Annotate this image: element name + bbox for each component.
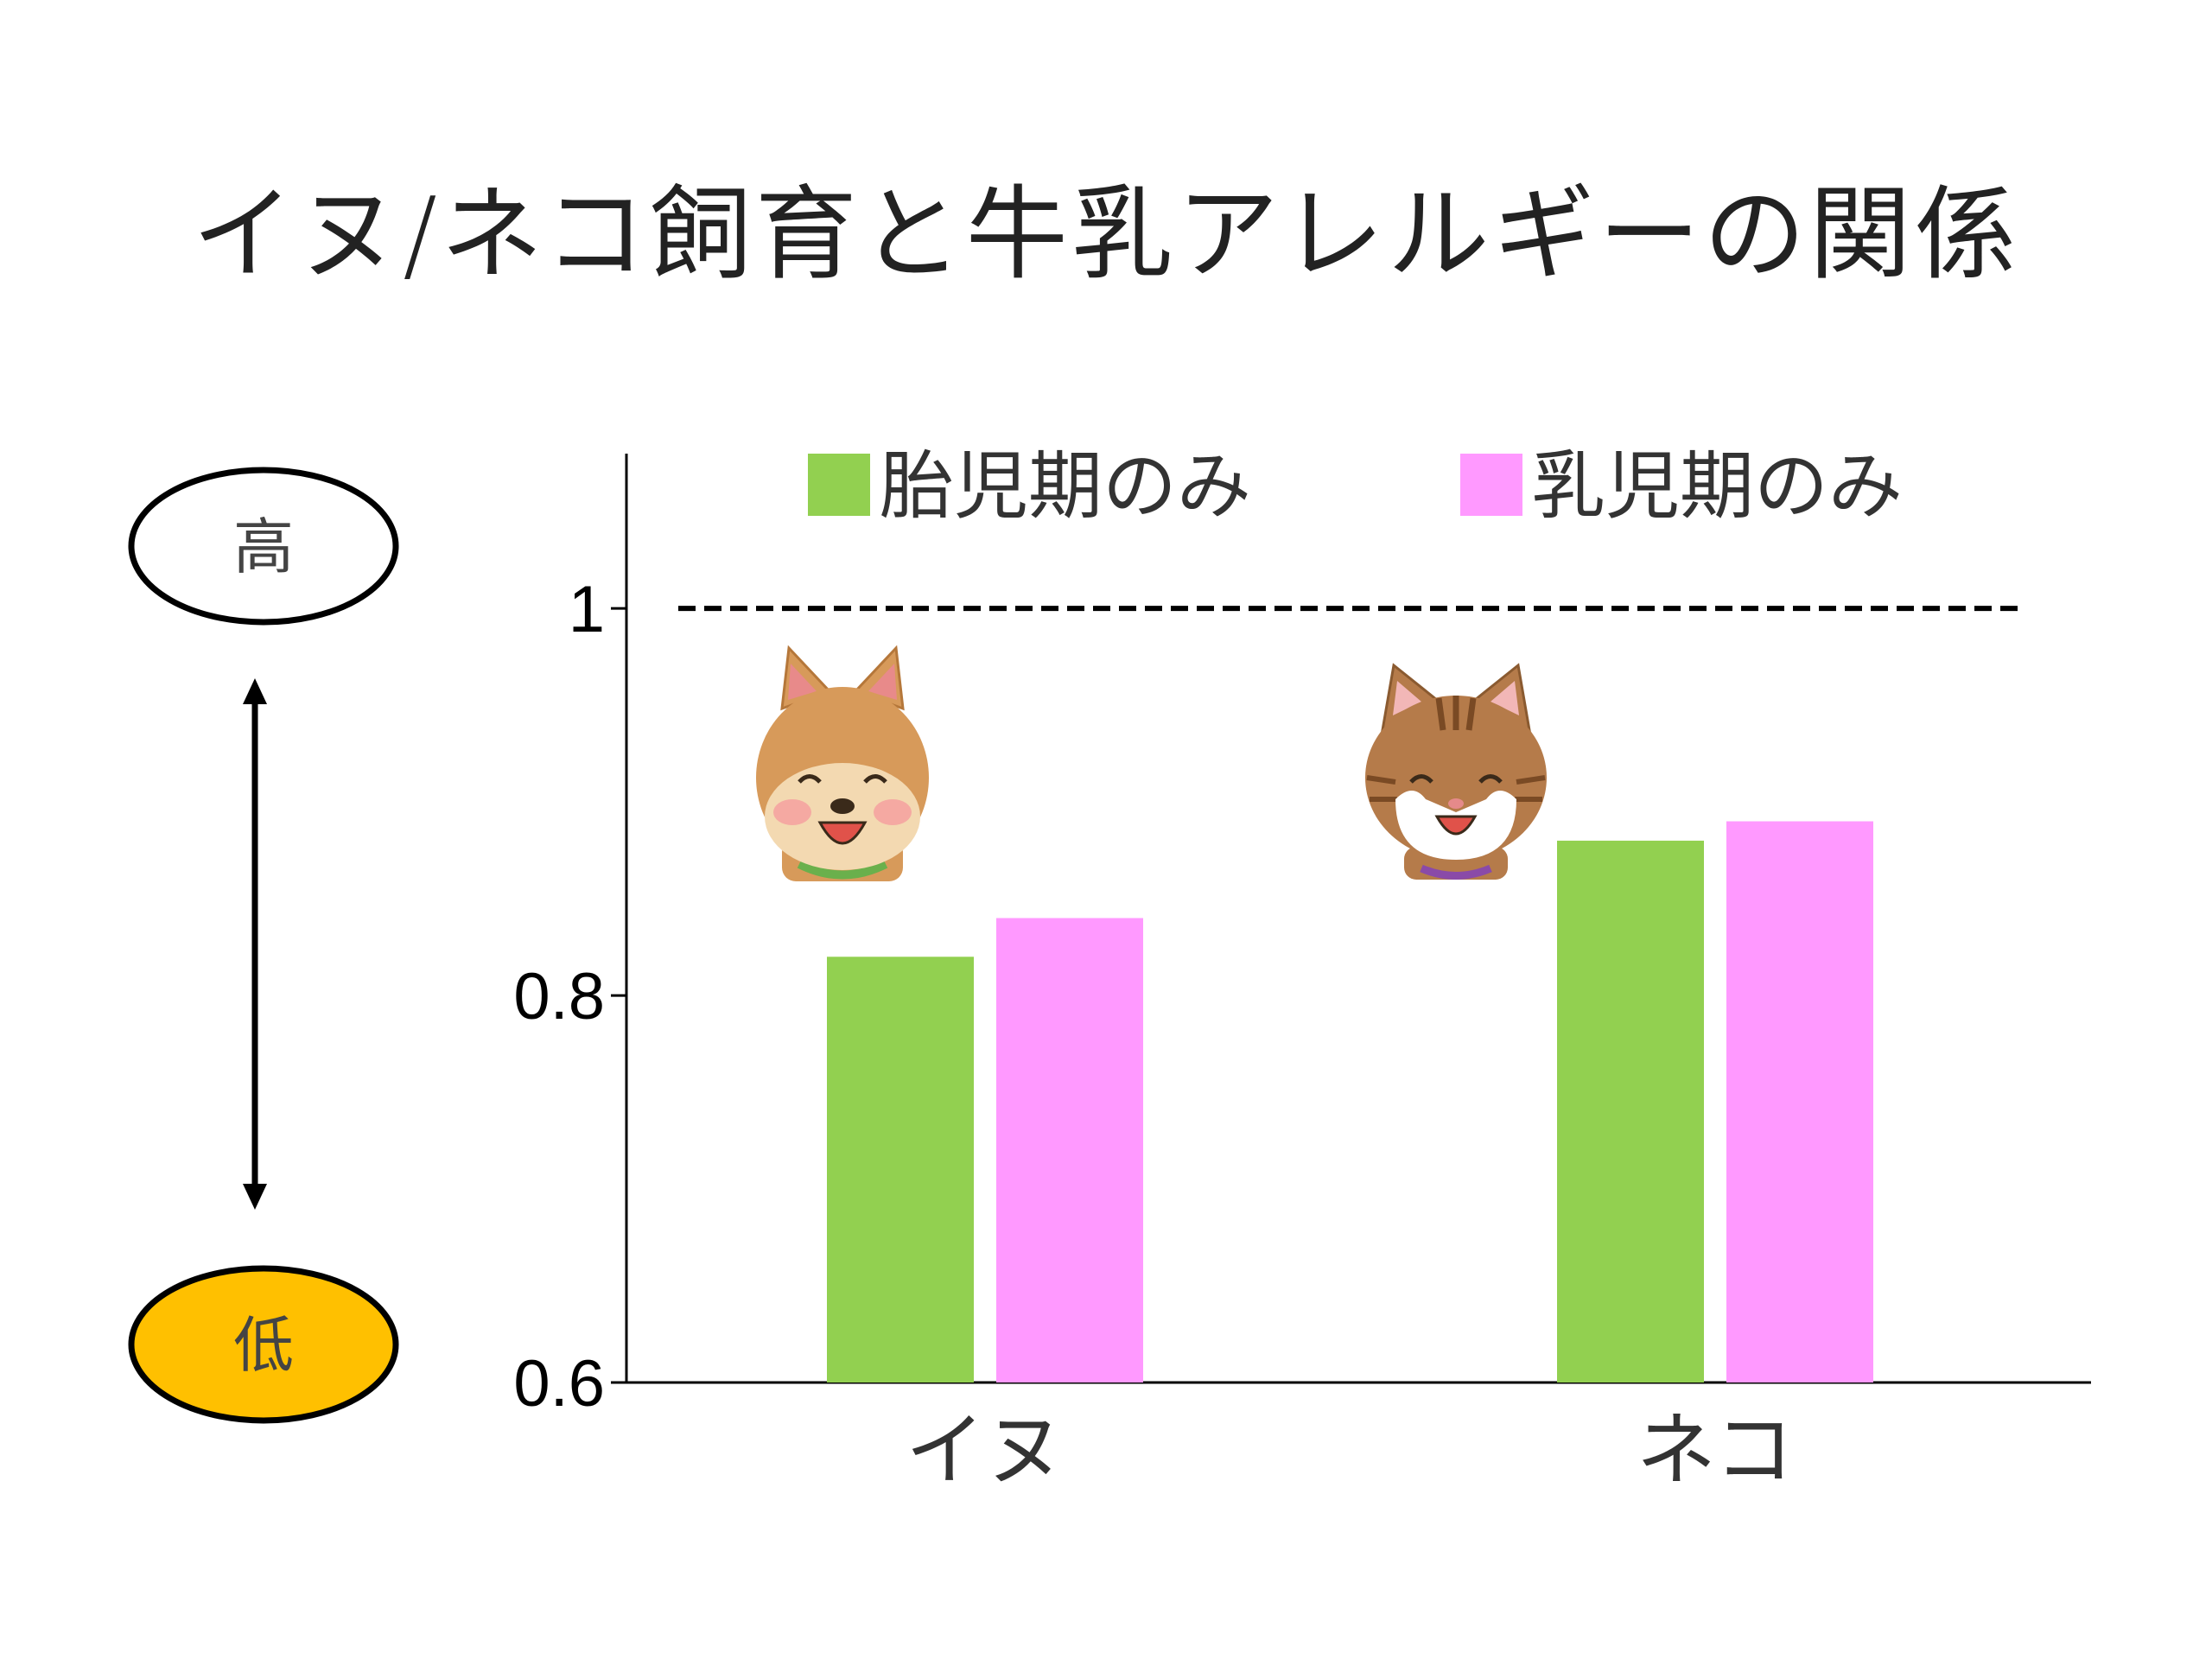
y-tick-label: 0.6 <box>513 1347 605 1421</box>
high-oval <box>128 467 399 626</box>
dog-illustration <box>756 645 929 881</box>
category-labels: イヌ ネコ <box>906 1404 1794 1497</box>
cat-illustration <box>1365 663 1547 880</box>
page-title: イヌ/ネコ飼育と牛乳アレルギーの関係 <box>192 175 2020 294</box>
bar-infant-0 <box>996 918 1143 1382</box>
high-label: 高 <box>233 512 294 582</box>
legend: 胎児期のみ 乳児期のみ <box>808 443 1903 530</box>
legend-label-prenatal: 胎児期のみ <box>880 443 1251 530</box>
bars <box>827 821 1873 1382</box>
scale-indicator: 高 低 <box>128 467 399 1424</box>
y-tick-label: 0.8 <box>513 960 605 1033</box>
y-ticks: 0.6 0.8 1 <box>513 573 626 1421</box>
low-label: 低 <box>233 1310 294 1381</box>
legend-swatch-infant <box>1460 454 1522 516</box>
bar-infant-1 <box>1726 821 1873 1382</box>
bar-prenatal-0 <box>827 957 974 1382</box>
x-category-label: イヌ <box>906 1404 1065 1497</box>
low-oval <box>128 1265 399 1424</box>
scale-arrow-down-head <box>243 1184 267 1210</box>
y-tick-label: 1 <box>569 573 605 646</box>
legend-swatch-prenatal <box>808 454 870 516</box>
x-category-label: ネコ <box>1637 1404 1794 1497</box>
legend-label-infant: 乳児期のみ <box>1531 443 1903 530</box>
bar-prenatal-1 <box>1557 840 1704 1382</box>
scale-arrow-up-head <box>243 678 267 704</box>
